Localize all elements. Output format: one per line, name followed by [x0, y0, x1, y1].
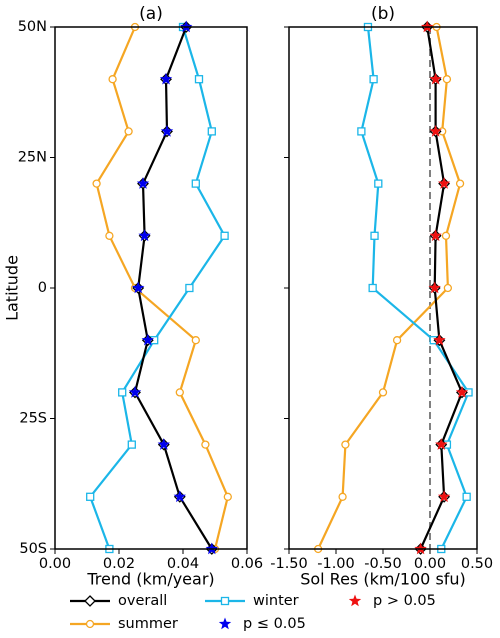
- point-marker: [455, 179, 465, 188]
- point-marker: [370, 231, 379, 240]
- point-marker: [194, 75, 204, 84]
- x-tick-label: 0.06: [231, 556, 263, 572]
- legend-marker: [84, 595, 96, 607]
- x-tick-label: 0.04: [167, 556, 199, 572]
- point-marker: [191, 336, 200, 345]
- x-tick-label: -0.50: [364, 556, 402, 572]
- point-marker: [443, 283, 453, 293]
- point-marker: [392, 336, 402, 345]
- point-marker: [108, 75, 117, 84]
- legend-label: summer: [118, 616, 178, 632]
- y-tick-label: 50N: [18, 19, 47, 35]
- y-axis-label: Latitude: [3, 255, 22, 321]
- point-marker: [441, 231, 451, 240]
- point-marker: [462, 492, 471, 501]
- x-axis-label: Sol Res (km/100 sfu): [300, 570, 466, 589]
- series-line: [360, 26, 470, 550]
- x-tick-label: 0.50: [461, 556, 493, 572]
- point-marker: [201, 440, 210, 449]
- significance-star: [429, 229, 442, 242]
- point-marker: [223, 492, 232, 501]
- significance-star: [136, 177, 150, 189]
- legend-marker: [220, 596, 230, 606]
- significance-star: [455, 385, 469, 398]
- panel-title: (b): [371, 4, 395, 24]
- significance-star: [428, 281, 441, 294]
- x-tick-label: -1.00: [317, 556, 355, 572]
- significance-star: [157, 438, 170, 450]
- legend-marker: [85, 619, 95, 629]
- significance-star: [437, 177, 451, 189]
- point-marker: [338, 492, 347, 501]
- plot-frame: [54, 26, 248, 550]
- legend-star: [218, 617, 232, 630]
- point-marker: [127, 440, 136, 449]
- point-marker: [368, 283, 377, 293]
- significance-star: [437, 490, 451, 503]
- significance-star: [173, 490, 186, 503]
- point-marker: [191, 179, 200, 188]
- point-marker: [378, 388, 388, 397]
- legend-label: winter: [253, 593, 299, 609]
- significance-star: [429, 72, 442, 85]
- plot-frame: [288, 26, 478, 550]
- y-tick-label: 25S: [19, 411, 47, 427]
- x-tick-label: -1.50: [270, 556, 308, 572]
- point-marker: [86, 492, 95, 501]
- legend-label: overall: [118, 593, 167, 609]
- significance-star: [128, 385, 142, 398]
- x-tick-label: 0.00: [39, 556, 71, 572]
- significance-star: [160, 124, 174, 137]
- x-axis-label: Trend (km/year): [86, 570, 214, 589]
- x-tick-label: 0.00: [414, 556, 446, 572]
- point-marker: [105, 231, 114, 240]
- point-marker: [118, 388, 127, 397]
- legend-label: p > 0.05: [373, 593, 436, 609]
- legend-label: p ≤ 0.05: [243, 616, 306, 632]
- significance-star: [435, 438, 448, 450]
- series-line: [88, 26, 226, 550]
- point-marker: [341, 440, 350, 449]
- legend-star: [348, 594, 362, 607]
- point-marker: [124, 127, 133, 136]
- x-tick-label: 0.02: [103, 556, 135, 572]
- point-marker: [175, 388, 184, 397]
- point-marker: [374, 179, 383, 188]
- significance-star: [132, 281, 145, 294]
- point-marker: [185, 283, 194, 293]
- significance-star: [429, 124, 442, 137]
- point-marker: [92, 179, 101, 188]
- point-marker: [220, 231, 229, 240]
- point-marker: [369, 75, 378, 84]
- significance-star: [141, 333, 154, 346]
- significance-star: [138, 229, 151, 242]
- y-tick-label: 50S: [19, 541, 47, 557]
- y-tick-label: 25N: [18, 150, 47, 166]
- point-marker: [357, 127, 366, 136]
- panel-title: (a): [139, 4, 163, 24]
- series-line: [133, 26, 213, 550]
- point-marker: [442, 75, 452, 84]
- significance-star: [433, 333, 446, 346]
- significance-star: [159, 72, 173, 85]
- point-marker: [207, 127, 216, 136]
- series-line: [95, 26, 229, 550]
- y-tick-label: 0: [38, 280, 47, 296]
